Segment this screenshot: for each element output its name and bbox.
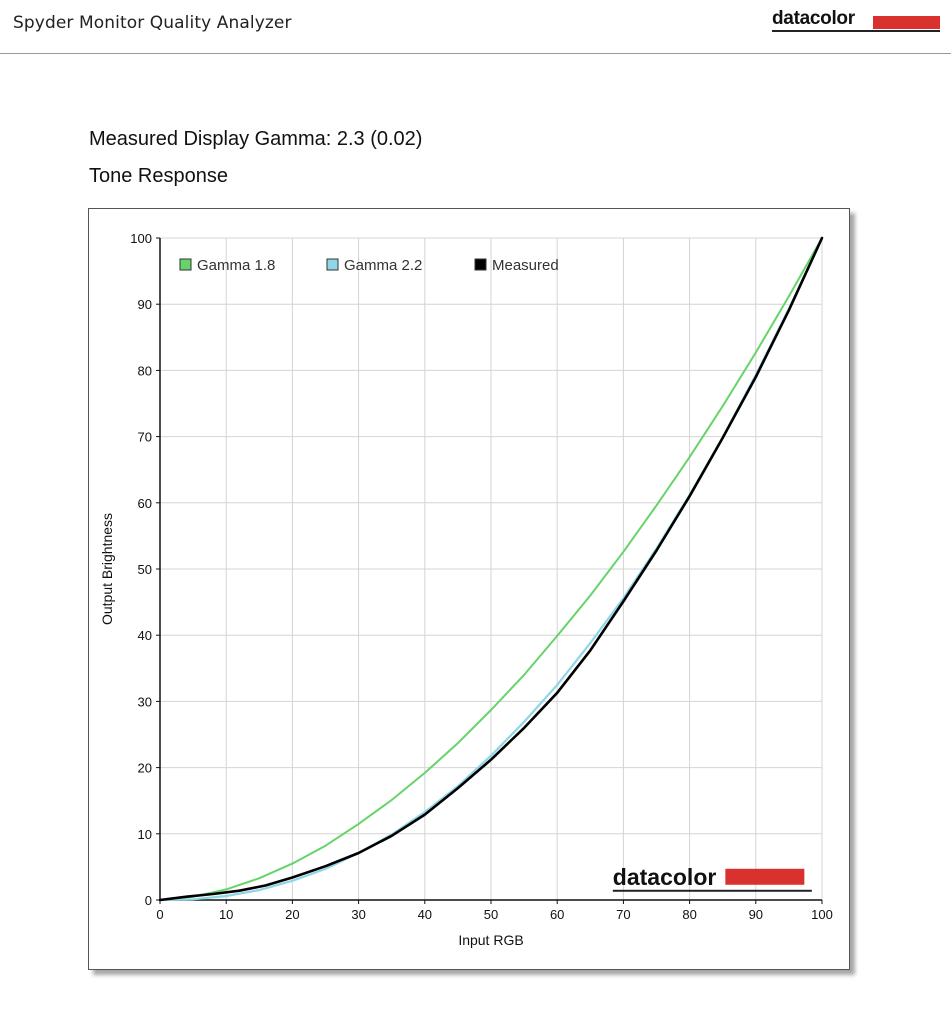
y-tick-label: 60: [138, 496, 152, 511]
chart-watermark-wordmark: datacolor: [613, 864, 717, 890]
y-tick-label: 40: [138, 628, 152, 643]
x-tick-label: 60: [550, 907, 564, 922]
y-tick-label: 70: [138, 430, 152, 445]
chart-watermark-underline: [612, 889, 812, 892]
x-tick-label: 40: [418, 907, 432, 922]
y-tick-label: 20: [138, 761, 152, 776]
y-tick-label: 30: [138, 694, 152, 709]
brand-logo-wordmark: datacolor: [772, 8, 855, 29]
x-tick-label: 70: [616, 907, 630, 922]
tone-response-chart: 0 10 20 30 40 50 60 70 80 90 100 0 10 20 30 40 50 60 70 80 9…: [88, 208, 850, 970]
x-tick-label: 100: [811, 907, 833, 922]
x-tick-label: 90: [749, 907, 763, 922]
legend-swatch: [326, 258, 339, 271]
legend-label: Measured: [492, 257, 559, 274]
y-axis-title: Output Brightness: [99, 513, 115, 625]
y-tick-label: 50: [138, 562, 152, 577]
y-tick-label: 10: [138, 827, 152, 842]
series-line-measured: [158, 236, 824, 902]
app-header: Spyder Monitor Quality Analyzer datacolo…: [0, 0, 951, 54]
y-tick-label: 90: [138, 297, 152, 312]
x-tick-label: 10: [219, 907, 233, 922]
chart-watermark-bar: [725, 868, 805, 885]
x-tick-label: 20: [285, 907, 299, 922]
app-title: Spyder Monitor Quality Analyzer: [13, 13, 292, 33]
y-tick-label: 80: [138, 363, 152, 378]
tone-response-chart-svg: 0 10 20 30 40 50 60 70 80 90 100 0 10 20 30 40 50 60 70 80 9…: [99, 231, 833, 948]
x-tick-label: 80: [682, 907, 696, 922]
legend-label: Gamma 2.2: [344, 257, 422, 274]
tone-response-heading: Tone Response: [89, 165, 228, 187]
series-line-gamma-1-8: [159, 237, 823, 901]
legend-swatch: [179, 258, 192, 271]
y-tick-label: 0: [145, 893, 152, 908]
brand-logo-bar-fill: [873, 16, 940, 29]
brand-logo-underline: [772, 30, 940, 32]
x-tick-label: 0: [156, 907, 163, 922]
brand-logo-bar: [873, 16, 940, 29]
y-tick-label: 100: [130, 231, 152, 246]
legend-label: Gamma 1.8: [197, 257, 275, 274]
gamma-heading: Measured Display Gamma: 2.3 (0.02): [89, 128, 423, 150]
legend-swatch: [474, 258, 487, 271]
x-tick-label: 30: [351, 907, 365, 922]
x-tick-label: 50: [484, 907, 498, 922]
x-axis-title: Input RGB: [458, 932, 523, 948]
brand-logo: datacolor: [772, 8, 940, 34]
